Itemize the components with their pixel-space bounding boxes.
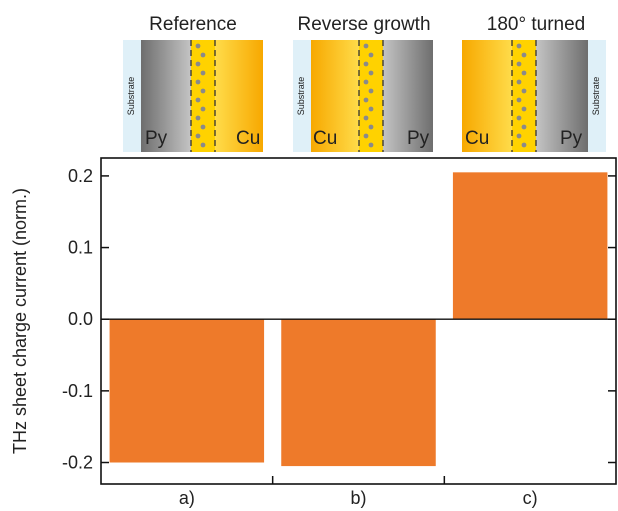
cu-layer (311, 40, 359, 152)
substrate-label: Substrate (591, 77, 601, 116)
inset-title: Reference (149, 14, 237, 35)
x-tick-label: a) (179, 488, 195, 508)
inset-reference: Reference Substrate Py Cu (123, 14, 263, 152)
interface-layer (191, 40, 215, 152)
cu-label: Cu (465, 128, 489, 149)
y-tick-label: -0.2 (62, 453, 93, 473)
cu-label: Cu (313, 128, 337, 149)
substrate-layer (123, 40, 141, 152)
inset-180-turned: 180° turned Substrate Cu Py (462, 14, 606, 152)
substrate-label: Substrate (126, 77, 136, 116)
bars (109, 172, 608, 467)
y-axis-label: THz sheet charge current (norm.) (10, 188, 30, 454)
x-ticks: a) b) c) (179, 476, 538, 508)
cu-layer (215, 40, 263, 152)
bar-0 (109, 319, 265, 463)
interface-dots (516, 43, 527, 148)
interface-dots (363, 43, 374, 148)
y-tick-label: 0.0 (68, 309, 93, 329)
substrate-layer (588, 40, 606, 152)
py-label: Py (145, 128, 168, 149)
y-tick-label: 0.1 (68, 238, 93, 258)
cu-layer (462, 40, 512, 152)
bar-1 (281, 319, 436, 467)
cu-label: Cu (236, 128, 260, 149)
y-tick-label: 0.2 (68, 166, 93, 186)
y-tick-label: -0.1 (62, 381, 93, 401)
py-label: Py (407, 128, 430, 149)
y-ticks: 0.2 0.1 0.0 -0.1 -0.2 (62, 166, 616, 473)
substrate-label: Substrate (296, 77, 306, 116)
py-layer (141, 40, 191, 152)
py-layer (536, 40, 588, 152)
x-tick-label: b) (350, 488, 366, 508)
inset-reverse-growth: Reverse growth Substrate Cu Py (293, 14, 433, 152)
bar-chart: 0.2 0.1 0.0 -0.1 -0.2 a) b) c) THz sheet charg… (10, 157, 617, 508)
x-tick-label: c) (523, 488, 538, 508)
py-label: Py (560, 128, 583, 149)
inset-title: Reverse growth (297, 14, 430, 35)
py-layer (383, 40, 433, 152)
interface-dots (195, 43, 206, 148)
substrate-layer (293, 40, 311, 152)
plot-frame (100, 157, 617, 485)
interface-layer (512, 40, 536, 152)
inset-title: 180° turned (487, 14, 585, 35)
bar-2 (452, 172, 608, 320)
interface-layer (359, 40, 383, 152)
